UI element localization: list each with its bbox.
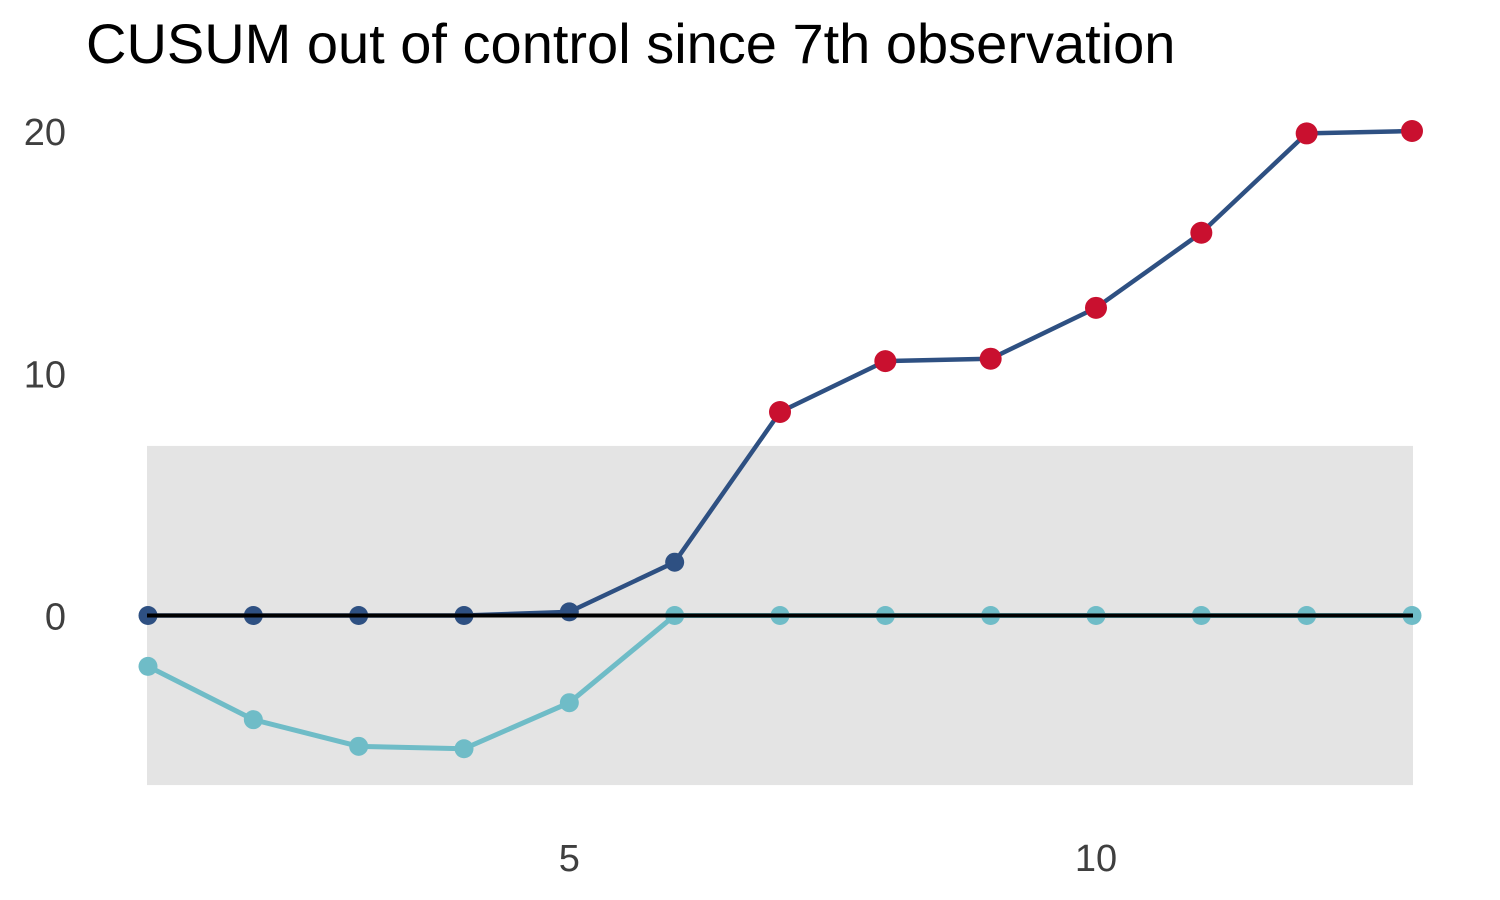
y-tick-label: 20 [24,112,66,154]
out-of-control-point [1295,122,1318,145]
out-of-control-point [874,350,897,373]
lower-cusum-point [559,693,579,713]
x-tick-label: 10 [1075,838,1117,880]
out-of-control-point [1190,221,1213,244]
lower-cusum-point [454,739,474,759]
lower-cusum-point [138,656,158,676]
out-of-control-point [1085,296,1107,319]
upper-cusum-point [665,552,685,572]
lower-cusum-point [243,710,263,730]
out-of-control-point [979,347,1002,370]
upper-cusum-point [559,602,579,622]
out-of-control-point [769,401,791,424]
out-of-control-point [1401,120,1423,142]
chart-title: CUSUM out of control since 7th observati… [86,12,1176,75]
lower-cusum-point [349,736,369,756]
y-tick-label: 10 [24,354,66,396]
y-tick-label: 0 [45,597,66,639]
x-tick-label: 5 [559,838,580,880]
